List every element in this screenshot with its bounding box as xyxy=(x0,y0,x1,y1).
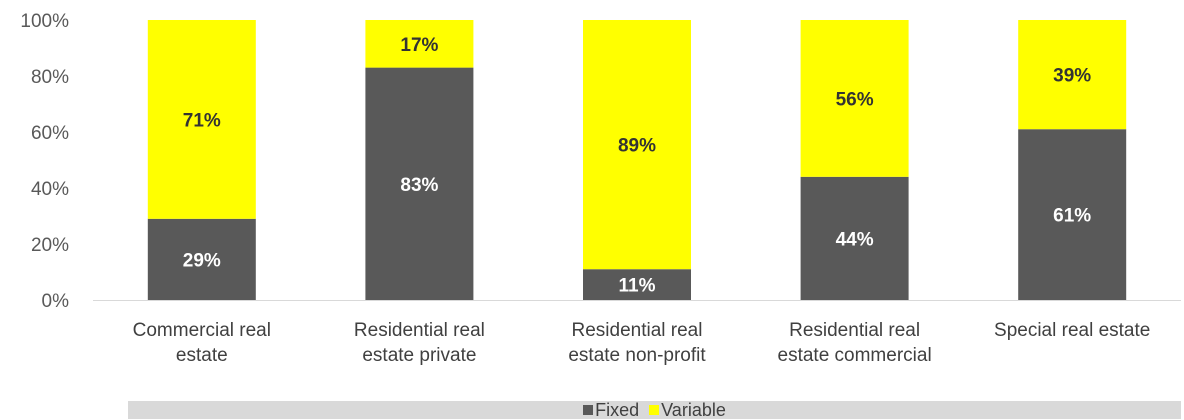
data-label-variable: 39% xyxy=(1053,66,1091,87)
x-category-label: estate private xyxy=(362,345,476,366)
x-category-label: estate xyxy=(176,345,228,366)
legend: Fixed Variable xyxy=(128,401,1181,419)
data-label-fixed: 61% xyxy=(1053,206,1091,227)
data-label-fixed: 11% xyxy=(619,276,656,297)
data-label-variable: 56% xyxy=(836,89,874,110)
x-category-label: Special real estate xyxy=(994,320,1150,341)
y-tick-label: 60% xyxy=(31,123,69,144)
x-category-label: estate non-profit xyxy=(568,345,706,366)
x-category-label: estate commercial xyxy=(778,345,932,366)
y-tick-label: 100% xyxy=(20,11,69,32)
data-labels: 29% 71% 83% 17% 11% 89% 44% 56% 61% 39% xyxy=(183,35,1092,297)
bar-segment-variable xyxy=(365,20,474,68)
data-label-fixed: 29% xyxy=(183,250,221,271)
x-category-label: Residential real xyxy=(789,320,920,341)
legend-label: Variable xyxy=(661,400,726,420)
x-axis: Commercial real estate Residential real est… xyxy=(133,320,1151,366)
y-tick-label: 0% xyxy=(42,291,70,312)
bar-segment-variable xyxy=(1018,20,1127,130)
data-label-variable: 17% xyxy=(400,35,438,56)
y-tick-label: 40% xyxy=(31,179,69,200)
x-category-label: Residential real xyxy=(572,320,703,341)
data-label-variable: 71% xyxy=(183,110,221,131)
legend-item-variable: Variable xyxy=(649,401,726,419)
y-axis: 0% 20% 40% 60% 80% 100% xyxy=(20,11,1181,312)
data-label-variable: 89% xyxy=(618,136,656,157)
bar-segment-fixed xyxy=(147,218,256,300)
legend-swatch xyxy=(583,405,594,415)
bar-segment-variable xyxy=(800,20,909,177)
stacked-bar-chart: 0% 20% 40% 60% 80% 100% 29% 71% 83% 17% 11% 89% 44%… xyxy=(20,11,1181,366)
legend-item-fixed: Fixed xyxy=(583,401,639,419)
bar-segment-fixed xyxy=(583,269,691,300)
bar-segment-variable xyxy=(583,20,691,270)
bar-segment-fixed xyxy=(365,67,474,300)
legend-background: Fixed Variable xyxy=(128,401,1181,419)
legend-swatch xyxy=(649,405,660,415)
bar-segment-fixed xyxy=(1018,129,1127,300)
x-category-label: Residential real xyxy=(354,320,485,341)
data-label-fixed: 44% xyxy=(836,229,874,250)
y-tick-label: 80% xyxy=(31,67,69,88)
legend-label: Fixed xyxy=(595,400,640,420)
bar-segment-fixed xyxy=(800,176,909,300)
bar-segment-variable xyxy=(147,20,256,219)
bars xyxy=(147,20,1127,300)
data-label-fixed: 83% xyxy=(400,175,438,196)
y-tick-label: 20% xyxy=(31,235,69,256)
x-category-label: Commercial real xyxy=(133,320,271,341)
